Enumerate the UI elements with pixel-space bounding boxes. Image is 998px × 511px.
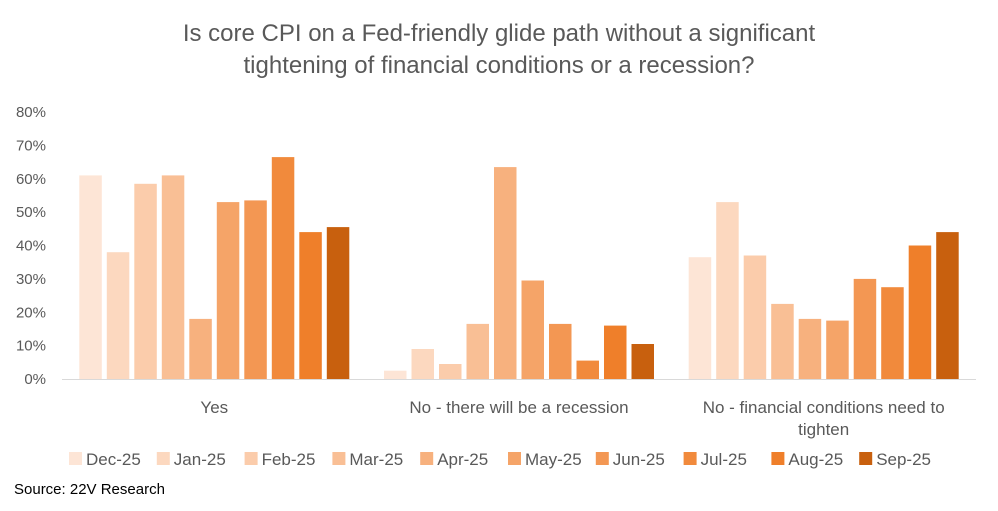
legend: Dec-25 Jan-25 Feb-25 Mar-25 Apr-25 May-25 Jun-… bbox=[69, 450, 931, 469]
bars bbox=[79, 157, 959, 379]
bar-feb-25 bbox=[134, 183, 157, 379]
bar-sep-25 bbox=[631, 344, 654, 379]
legend-swatch bbox=[332, 452, 346, 465]
legend-swatch bbox=[508, 452, 521, 465]
legend-swatch bbox=[420, 452, 434, 465]
legend-label: Sep-25 bbox=[876, 450, 931, 469]
bar-may-25 bbox=[216, 202, 240, 379]
y-tick-label: 20% bbox=[16, 304, 46, 321]
bar-dec-25 bbox=[79, 175, 102, 379]
y-tick-label: 80% bbox=[16, 104, 46, 121]
bar-aug-25 bbox=[604, 325, 627, 379]
legend-label: Jun-25 bbox=[613, 450, 665, 469]
legend-swatch bbox=[771, 452, 785, 465]
bar-jun-25 bbox=[244, 200, 267, 379]
legend-label: May-25 bbox=[525, 450, 582, 469]
bar-apr-25 bbox=[494, 167, 517, 379]
bar-feb-25 bbox=[439, 364, 462, 379]
y-tick-label: 70% bbox=[16, 137, 46, 154]
y-tick-label: 50% bbox=[16, 204, 46, 221]
bar-sep-25 bbox=[936, 232, 959, 379]
chart-title: Is core CPI on a Fed-friendly glide path… bbox=[0, 18, 998, 82]
category-labels: Yes No - there will be a recession No - fi… bbox=[200, 398, 944, 439]
y-axis: 0% 10% 20% 30% 40% 50% 60% 70% 80% bbox=[16, 104, 46, 388]
bar-apr-25 bbox=[189, 318, 212, 379]
legend-label: Apr-25 bbox=[437, 450, 488, 469]
bar-aug-25 bbox=[299, 232, 322, 379]
legend-swatch bbox=[156, 452, 170, 465]
bar-jul-25 bbox=[881, 287, 904, 379]
bar-jul-25 bbox=[576, 360, 599, 379]
legend-swatch bbox=[683, 452, 697, 465]
chart-title-line-1: Is core CPI on a Fed-friendly glide path… bbox=[182, 20, 816, 47]
bar-mar-25 bbox=[771, 303, 794, 379]
category-label: Yes bbox=[200, 398, 228, 417]
legend-swatch bbox=[69, 452, 82, 465]
bar-jun-25 bbox=[853, 278, 877, 379]
bar-jul-25 bbox=[271, 157, 295, 379]
legend-swatch bbox=[244, 452, 258, 465]
legend-label: Jul-25 bbox=[701, 450, 747, 469]
legend-label: Feb-25 bbox=[262, 450, 316, 469]
y-tick-label: 60% bbox=[16, 171, 46, 188]
chart-title-line-2: tightening of financial conditions or a … bbox=[243, 52, 755, 79]
source-note: Source: 22V Research bbox=[14, 481, 165, 498]
bar-jan-25 bbox=[411, 349, 434, 379]
legend-label: Dec-25 bbox=[86, 450, 141, 469]
legend-label: Jan-25 bbox=[174, 450, 226, 469]
legend-label: Aug-25 bbox=[788, 450, 843, 469]
category-label: No - there will be a recession bbox=[409, 398, 628, 417]
bar-aug-25 bbox=[908, 245, 932, 379]
y-tick-label: 40% bbox=[16, 238, 46, 255]
bar-mar-25 bbox=[161, 175, 185, 379]
bar-feb-25 bbox=[743, 255, 767, 379]
category-label: No - financial conditions need to bbox=[703, 398, 945, 417]
y-tick-label: 0% bbox=[24, 371, 46, 388]
bar-dec-25 bbox=[688, 257, 712, 379]
bar-apr-25 bbox=[798, 318, 822, 379]
legend-label: Mar-25 bbox=[349, 450, 403, 469]
bar-sep-25 bbox=[326, 227, 350, 379]
bar-dec-25 bbox=[384, 370, 407, 379]
bar-may-25 bbox=[521, 280, 544, 379]
y-tick-label: 30% bbox=[16, 271, 46, 288]
category-label: tighten bbox=[798, 420, 849, 439]
bar-mar-25 bbox=[466, 323, 489, 379]
bar-jun-25 bbox=[549, 323, 572, 379]
legend-swatch bbox=[859, 452, 873, 465]
legend-swatch bbox=[595, 452, 609, 465]
bar-may-25 bbox=[826, 320, 849, 379]
bar-jan-25 bbox=[716, 202, 739, 379]
bar-jan-25 bbox=[106, 252, 130, 379]
y-tick-label: 10% bbox=[16, 338, 46, 355]
